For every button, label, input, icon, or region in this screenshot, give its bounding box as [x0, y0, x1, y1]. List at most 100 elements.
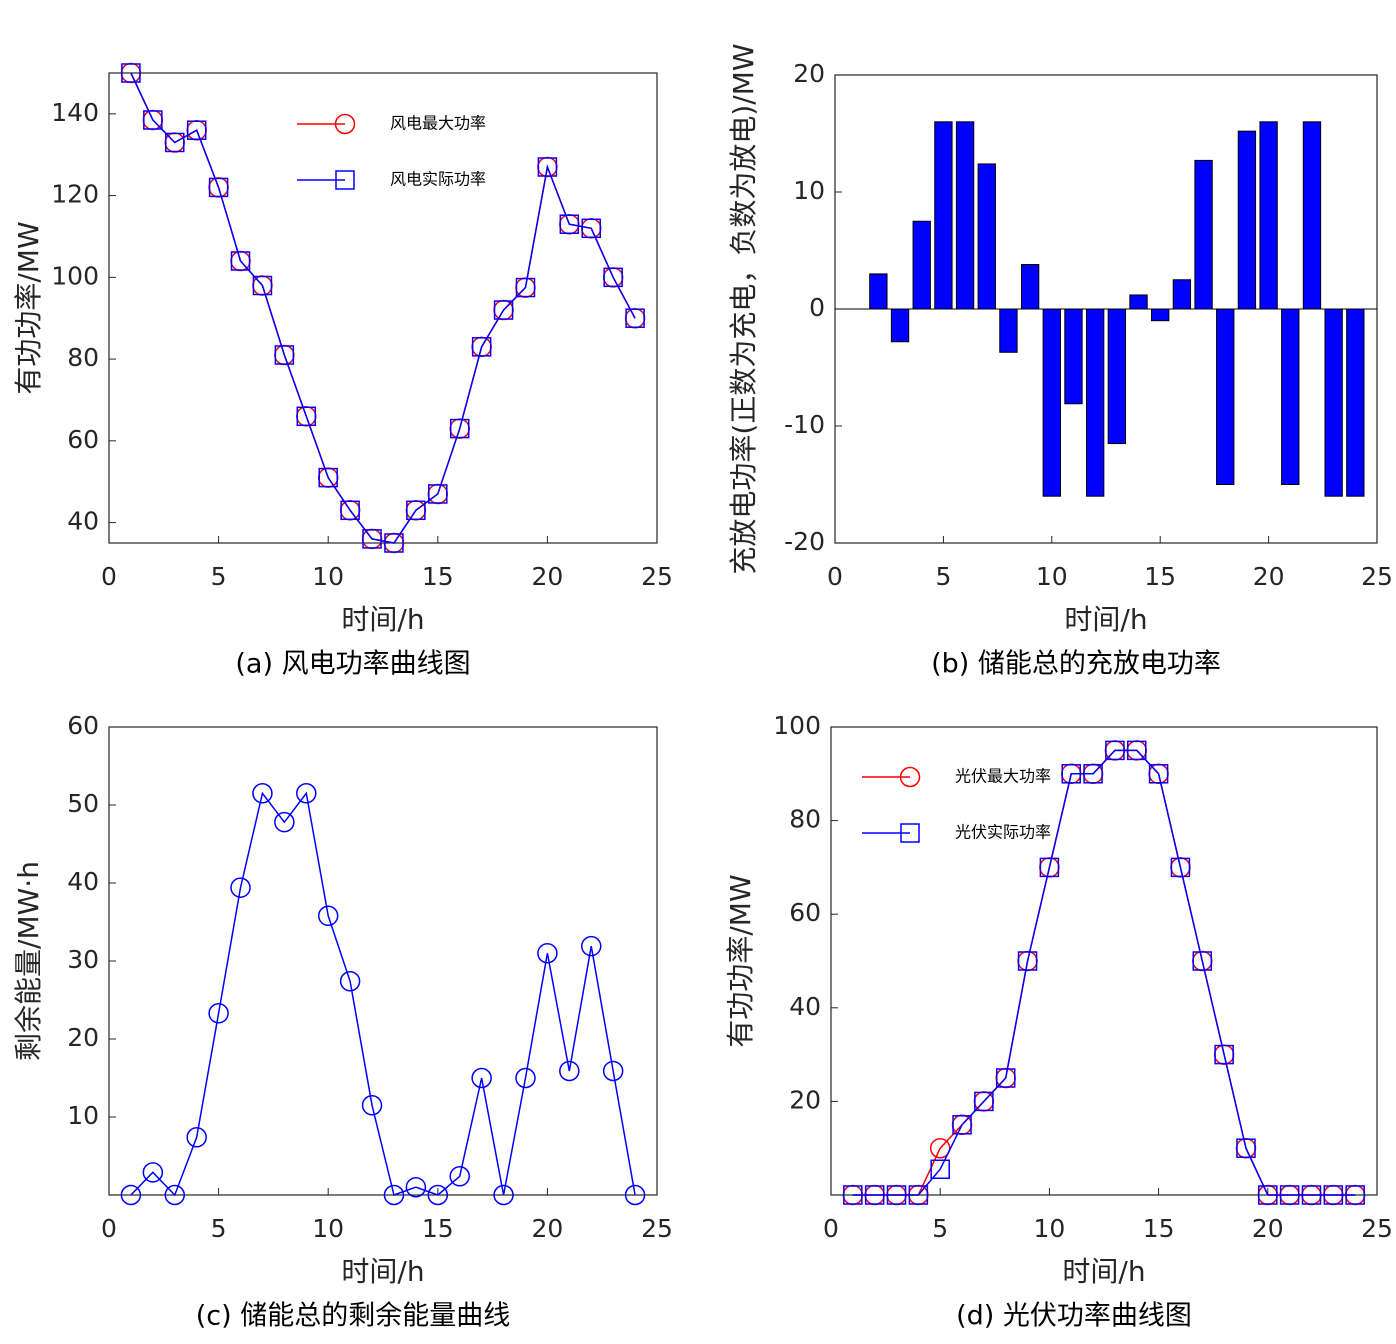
x-tick-label: 20 [531, 562, 563, 591]
marker [120, 1184, 142, 1206]
bar [934, 121, 953, 310]
marker [493, 1184, 514, 1206]
marker [1345, 1185, 1365, 1205]
line [852, 749, 1356, 1196]
marker [559, 214, 580, 234]
x-axis-label: 时间/h [1064, 603, 1147, 636]
bar [1129, 294, 1148, 310]
y-tick-label: 60 [789, 898, 821, 927]
y-tick-label: 40 [67, 507, 99, 536]
marker [230, 877, 251, 898]
bar [912, 220, 931, 310]
marker [1236, 1138, 1256, 1158]
y-tick-label: 60 [67, 425, 99, 454]
marker [1148, 764, 1169, 784]
x-tick-label: 5 [211, 1214, 227, 1243]
caption: (c) 储能总的剩余能量曲线 [196, 1301, 511, 1332]
x-tick-label: 15 [1143, 1214, 1175, 1243]
x-tick-label: 20 [531, 1214, 563, 1243]
marker [1127, 740, 1147, 761]
marker [1061, 764, 1081, 784]
y-tick-label: 100 [51, 261, 99, 290]
legend-label: 光伏最大功率 [955, 767, 1051, 786]
x-tick-label: 10 [312, 562, 344, 591]
x-tick-label: 15 [422, 562, 454, 591]
x-tick-label: 0 [101, 562, 117, 591]
marker [230, 251, 251, 271]
marker [1214, 1044, 1234, 1065]
marker [471, 337, 492, 357]
marker [1258, 1185, 1278, 1205]
bar [1064, 308, 1083, 405]
legend-marker [899, 766, 921, 788]
bar [1172, 279, 1192, 310]
caption: (d) 光伏功率曲线图 [956, 1301, 1192, 1332]
marker [427, 1184, 449, 1206]
marker [1301, 1185, 1322, 1205]
marker [515, 277, 536, 298]
line [130, 72, 636, 544]
marker [1083, 764, 1103, 784]
marker [208, 1003, 229, 1024]
marker [624, 1184, 646, 1206]
x-tick-label: 10 [1033, 1214, 1065, 1243]
x-tick-label: 25 [1361, 1214, 1393, 1243]
bar [999, 308, 1018, 353]
marker [252, 783, 273, 804]
x-tick-label: 0 [827, 562, 843, 591]
x-tick-label: 5 [211, 562, 227, 591]
y-tick-label: 20 [793, 59, 825, 88]
legend-marker [334, 113, 356, 135]
marker [186, 120, 207, 140]
marker [339, 971, 361, 992]
marker [602, 1060, 624, 1082]
y-tick-label: 40 [789, 992, 821, 1021]
bar [1281, 308, 1300, 485]
marker [581, 218, 601, 239]
legend-label: 光伏实际功率 [955, 823, 1051, 842]
bar [1302, 121, 1322, 310]
marker [361, 1095, 383, 1116]
bar [1020, 264, 1040, 310]
y-tick-label: 0 [809, 293, 825, 322]
marker [186, 1127, 207, 1148]
legend-label: 风电实际功率 [390, 170, 486, 189]
bar [1324, 308, 1343, 497]
caption: (b) 储能总的充放电功率 [931, 649, 1221, 680]
y-axis-label: 剩余能量/MW·h [12, 861, 45, 1061]
x-tick-label: 5 [935, 562, 951, 591]
y-tick-label: -20 [784, 527, 825, 556]
marker [1192, 951, 1213, 971]
marker [952, 1115, 972, 1135]
y-tick-label: 50 [67, 789, 99, 818]
marker [142, 1162, 164, 1183]
marker [995, 1068, 1016, 1088]
y-tick-label: 10 [67, 1101, 99, 1130]
bar [955, 121, 975, 310]
marker [864, 1185, 885, 1205]
marker [929, 1137, 951, 1159]
y-axis-label: 有功功率/MW [724, 874, 757, 1047]
y-tick-label: 100 [773, 711, 821, 740]
x-axis-label: 时间/h [1062, 1255, 1145, 1288]
bar [1107, 308, 1127, 445]
marker [1017, 951, 1038, 971]
marker [252, 275, 273, 296]
y-tick-label: 140 [51, 98, 99, 127]
marker [1279, 1185, 1300, 1205]
marker [537, 942, 558, 964]
y-tick-label: 10 [793, 176, 825, 205]
y-axis-label: 充放电功率(正数为充电，负数为放电)/MW [727, 43, 760, 574]
marker [1105, 740, 1125, 761]
line [130, 791, 636, 1197]
plot-frame [830, 726, 1378, 1196]
marker [886, 1185, 907, 1205]
marker [580, 935, 602, 957]
marker [121, 63, 141, 83]
bar [1151, 308, 1170, 322]
marker [362, 529, 382, 549]
bar [1237, 130, 1257, 310]
marker [208, 177, 229, 198]
bar [1042, 308, 1061, 497]
line [130, 72, 636, 544]
